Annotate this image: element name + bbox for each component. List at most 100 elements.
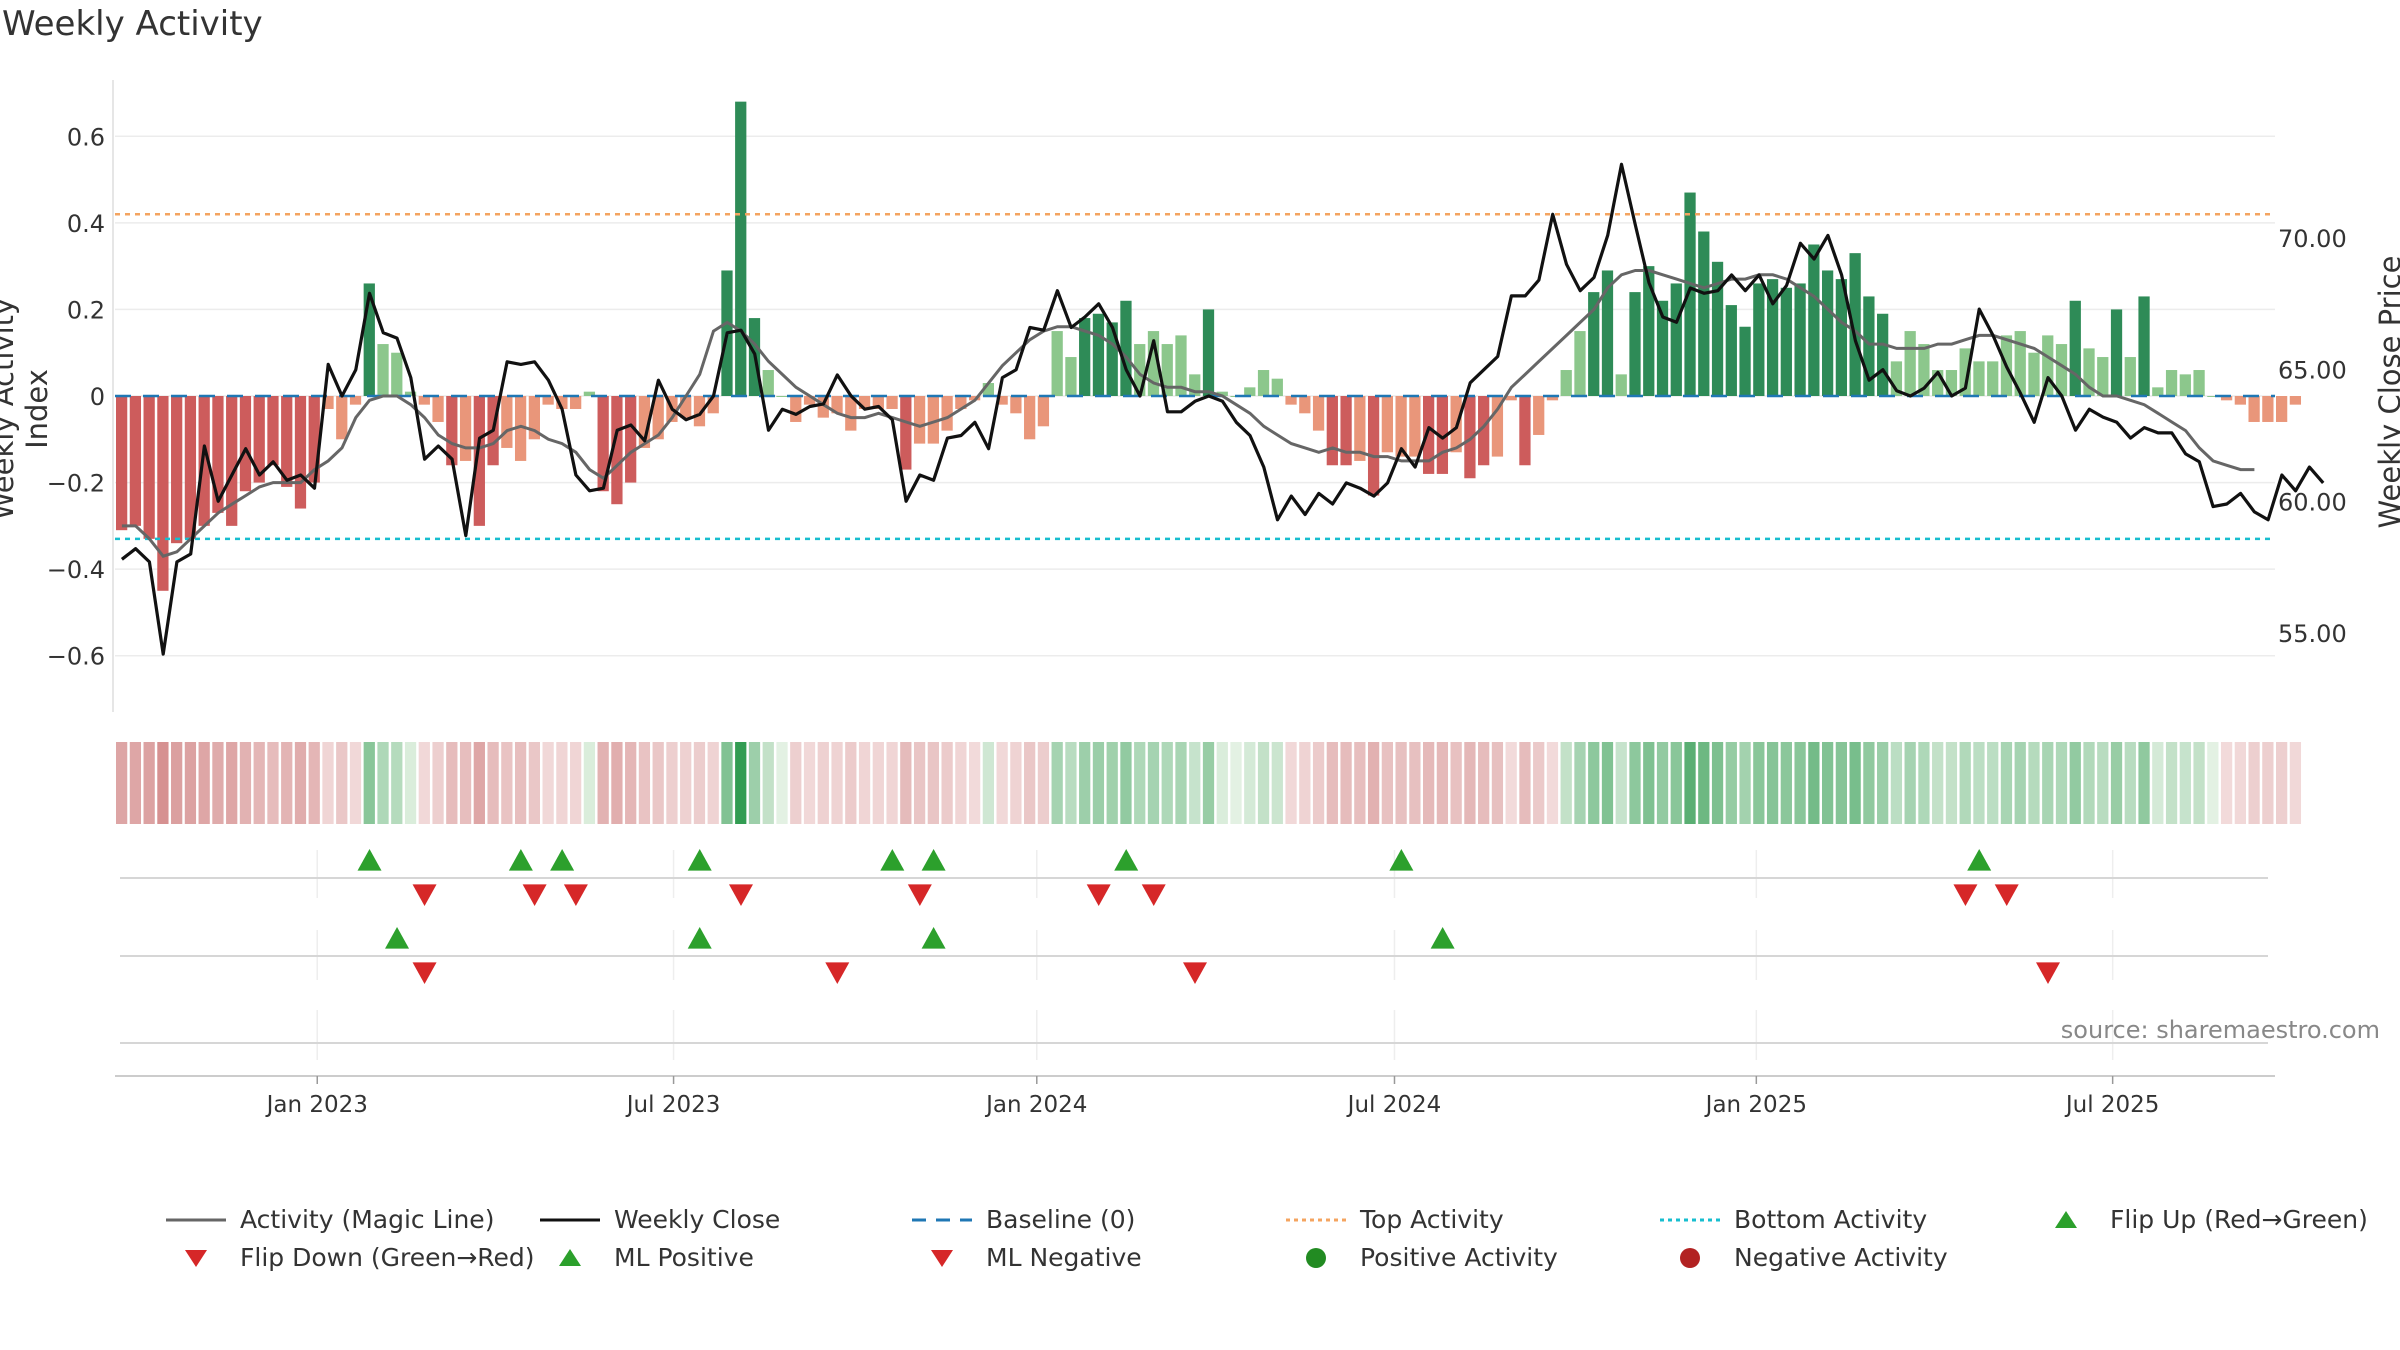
activity-bar [900, 396, 912, 470]
heat-cell [239, 742, 252, 824]
activity-bar [2179, 374, 2191, 396]
heat-cell [1340, 742, 1352, 824]
y-tick-label: 0.6 [67, 123, 105, 151]
heat-cell [1409, 742, 1421, 824]
activity-bar [404, 391, 417, 396]
heat-cell [446, 742, 458, 824]
activity-bar [996, 396, 1008, 405]
legend-label: ML Negative [986, 1243, 1142, 1272]
activity-bar [253, 396, 265, 483]
ml-negative-marker [2035, 962, 2060, 984]
activity-bar [611, 396, 623, 505]
ml-positive-marker [385, 927, 410, 949]
heat-cell [1120, 742, 1132, 824]
legend-item-flip-up: Flip Up (Red→Green) [2036, 1205, 2368, 1234]
heat-cell [1312, 742, 1325, 824]
heat-cell [1478, 742, 1490, 824]
heat-cell [1808, 742, 1820, 824]
x-axis: Jan 2023 Jul 2023 Jan 2024 Jul 2024 Jan 2025… [115, 1075, 2275, 1118]
y-axis-left-label: Weekly Activity Index [0, 297, 54, 521]
heat-cell [748, 742, 761, 824]
activity-bar [886, 396, 898, 409]
heat-cell [2193, 742, 2205, 824]
heat-cell [776, 742, 788, 824]
activity-bar [1932, 370, 1944, 396]
heat-cell [1849, 742, 1861, 824]
activity-bar [1147, 331, 1160, 396]
heat-cell [1656, 742, 1669, 824]
activity-bar [473, 396, 485, 526]
heat-cell [2028, 742, 2040, 824]
heat-cell [1491, 742, 1504, 824]
activity-bar [514, 396, 527, 461]
heat-cell [198, 742, 210, 824]
activity-bar [817, 396, 829, 418]
heat-cell [2014, 742, 2026, 824]
top-dotted-icon [1286, 1218, 1346, 1221]
heat-cell [1753, 742, 1765, 824]
flip-down-marker [1086, 884, 1111, 906]
heat-cell [638, 742, 651, 824]
heat-cell [1147, 742, 1160, 824]
y-tick-label: 0.4 [67, 210, 105, 238]
heat-cell [2207, 742, 2219, 824]
activity-bar [583, 391, 596, 396]
flip-down-marker [1994, 884, 2019, 906]
activity-bar [2110, 309, 2123, 396]
y2-tick-label: 65.00 [2278, 357, 2347, 385]
activity-bar [336, 396, 348, 440]
heat-cell [1189, 742, 1201, 824]
activity-bar [1959, 348, 1971, 396]
activity-bar [1024, 396, 1036, 440]
heat-cell [968, 742, 981, 824]
heat-cell [459, 742, 472, 824]
heat-cell [2124, 742, 2136, 824]
activity-bar [2138, 296, 2150, 396]
activity-bar [349, 396, 362, 405]
activity-bar [556, 396, 568, 409]
legend-item-weekly-close: Weekly Close [540, 1205, 780, 1234]
activity-bar [1106, 322, 1118, 396]
activity-bar [707, 396, 719, 414]
heat-cell [790, 742, 802, 824]
heat-cell [900, 742, 912, 824]
activity-bar [528, 396, 540, 440]
activity-bar [2014, 331, 2026, 396]
activity-bar [1271, 378, 1283, 396]
heat-cell [363, 742, 375, 824]
heat-cell [652, 742, 664, 824]
activity-bar [1780, 287, 1792, 396]
activity-bar [1890, 361, 1903, 396]
weekly-close-line [120, 162, 2325, 656]
heat-cell [2152, 742, 2164, 824]
heat-cell [2289, 742, 2302, 824]
heat-cell [817, 742, 829, 824]
activity-bar [267, 396, 279, 466]
activity-bar [281, 396, 293, 487]
heat-cell [1615, 742, 1627, 824]
magic-line-icon [166, 1218, 226, 1221]
heat-cell [432, 742, 444, 824]
heat-cell [322, 742, 334, 824]
heat-cell [1877, 742, 1889, 824]
y-tick-label: 0 [90, 383, 105, 411]
activity-bar [1423, 396, 1435, 474]
heat-cell [941, 742, 953, 824]
activity-bar [1588, 292, 1600, 396]
heat-cell [336, 742, 348, 824]
activity-bar [1560, 370, 1572, 396]
activity-bar [1285, 396, 1297, 405]
activity-bar [1973, 361, 1985, 396]
activity-bar [831, 396, 843, 414]
legend-item-magic-line: Activity (Magic Line) [166, 1205, 494, 1234]
heat-cell [1698, 742, 1710, 824]
chart-title: Weekly Activity [2, 4, 263, 44]
heat-cell [377, 742, 389, 824]
heat-cell [625, 742, 637, 824]
heat-cell [955, 742, 967, 824]
legend-item-ml-positive: ML Positive [540, 1243, 754, 1272]
flip-up-marker [880, 849, 905, 871]
ml-positive-marker [921, 927, 946, 949]
heat-cell [583, 742, 596, 824]
heat-cell [680, 742, 692, 824]
